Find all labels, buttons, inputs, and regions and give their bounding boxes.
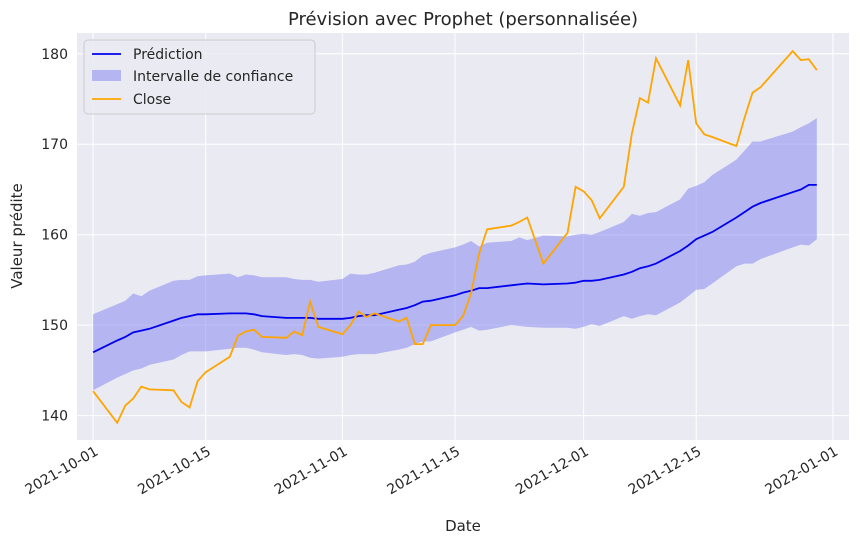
legend-box bbox=[83, 39, 316, 115]
legend-close-label: Close bbox=[133, 92, 171, 108]
legend-interval-label: Intervalle de confiance bbox=[133, 69, 293, 85]
prediction-line bbox=[92, 184, 817, 354]
legend-prediction-label: Prédiction bbox=[133, 47, 203, 63]
grid-lines bbox=[77, 33, 849, 440]
y-axis-label: Valeur prédite bbox=[8, 183, 26, 289]
y-tick-label: 170 bbox=[41, 137, 68, 153]
legend-interval-swatch bbox=[92, 70, 121, 81]
y-tick-label: 180 bbox=[41, 47, 68, 63]
x-axis-label: Date bbox=[445, 517, 481, 535]
close-line bbox=[92, 49, 818, 425]
y-tick-label: 160 bbox=[41, 228, 68, 244]
y-tick-label: 150 bbox=[41, 318, 68, 334]
chart-title: Prévision avec Prophet (personnalisée) bbox=[288, 9, 638, 30]
confidence-interval-band bbox=[93, 118, 817, 391]
y-tick-labels: 140 150 160 170 180 bbox=[41, 47, 68, 425]
y-tick-label: 140 bbox=[41, 409, 68, 425]
legend: Prédiction Intervalle de confiance Close bbox=[83, 39, 316, 115]
